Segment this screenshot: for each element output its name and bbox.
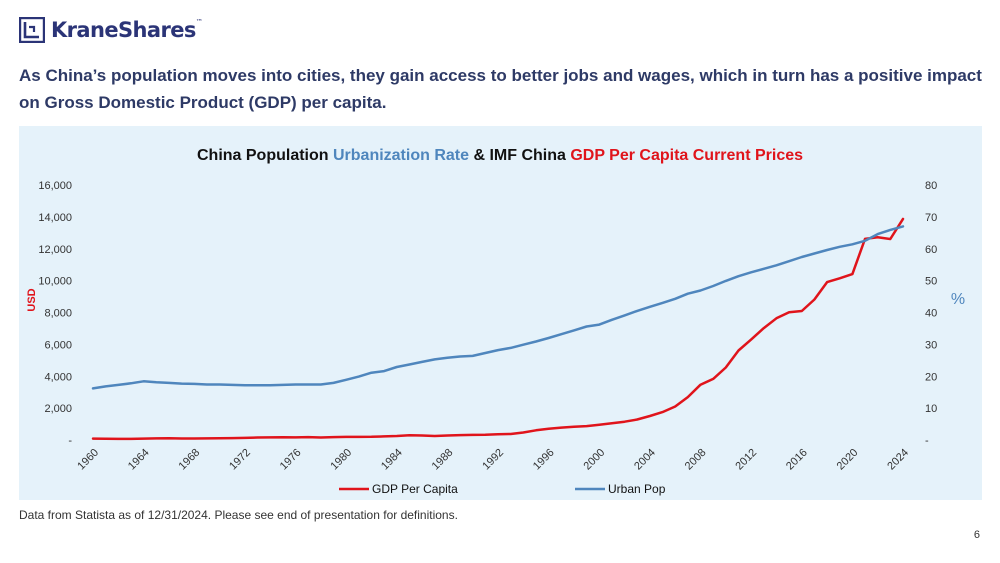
chart-title-part: Urbanization Rate xyxy=(333,147,469,164)
y-right-tick-label: 10 xyxy=(925,403,937,415)
x-tick-label: 2024 xyxy=(885,447,911,473)
chart: China Population Urbanization Rate & IMF… xyxy=(26,147,965,496)
y-right-tick-label: 20 xyxy=(925,371,937,383)
chart-title: China Population Urbanization Rate & IMF… xyxy=(197,147,803,164)
x-tick-label: 1984 xyxy=(379,447,405,473)
x-tick-label: 1988 xyxy=(430,447,456,473)
x-tick-label: 1992 xyxy=(480,447,506,473)
chart-title-part: & IMF China xyxy=(469,147,570,164)
x-tick-label: 1996 xyxy=(531,447,557,473)
x-tick-label: 1968 xyxy=(177,447,203,473)
x-tick-label: 1960 xyxy=(75,447,101,473)
kraneshares-logo-icon xyxy=(19,17,45,43)
y-left-tick-label: 6,000 xyxy=(44,339,72,351)
y-left-tick-label: 16,000 xyxy=(38,180,72,192)
brand-logo: KraneShares™ xyxy=(19,17,203,43)
y-right-tick-label: 80 xyxy=(925,180,937,192)
y-left-axis-label: USD xyxy=(26,288,38,311)
x-tick-label: 2004 xyxy=(632,447,658,473)
x-tick-label: 1980 xyxy=(328,447,354,473)
x-tick-label: 1976 xyxy=(278,447,304,473)
y-right-tick-label: 40 xyxy=(925,308,937,320)
brand-name: KraneShares™ xyxy=(51,18,203,42)
x-tick-label: 2012 xyxy=(733,447,759,473)
chart-panel: China Population Urbanization Rate & IMF… xyxy=(19,126,982,500)
y-left-tick-label: 8,000 xyxy=(44,308,72,320)
urban-pop-line xyxy=(91,225,905,390)
gdp-per-capita-line xyxy=(91,217,905,441)
y-left-tick-label: 14,000 xyxy=(38,212,72,224)
y-left-tick-label: 2,000 xyxy=(44,403,72,415)
y-right-axis-label: % xyxy=(951,291,965,308)
x-tick-label: 2008 xyxy=(683,447,709,473)
y-left-tick-label: - xyxy=(68,435,72,447)
y-right-tick-label: 60 xyxy=(925,244,937,256)
x-tick-label: 1964 xyxy=(126,447,152,473)
y-right-tick-label: 30 xyxy=(925,339,937,351)
x-tick-label: 2000 xyxy=(582,447,608,473)
x-tick-label: 1972 xyxy=(227,447,253,473)
legend-gdp-label: GDP Per Capita xyxy=(372,482,458,496)
y-right-tick-label: 50 xyxy=(925,276,937,288)
page-number: 6 xyxy=(973,529,980,541)
y-left-tick-label: 4,000 xyxy=(44,371,72,383)
y-right-tick-label: 70 xyxy=(925,212,937,224)
headline: As China’s population moves into cities,… xyxy=(19,66,982,112)
y-left-tick-label: 10,000 xyxy=(38,276,72,288)
chart-title-part: China Population xyxy=(197,147,333,164)
x-tick-label: 2016 xyxy=(784,447,810,473)
y-left-tick-label: 12,000 xyxy=(38,244,72,256)
y-right-tick-label: - xyxy=(925,435,929,447)
x-tick-label: 2020 xyxy=(835,447,861,473)
legend-urban-label: Urban Pop xyxy=(608,482,666,496)
footnote: Data from Statista as of 12/31/2024. Ple… xyxy=(19,508,458,522)
chart-title-part: GDP Per Capita Current Prices xyxy=(570,147,803,164)
